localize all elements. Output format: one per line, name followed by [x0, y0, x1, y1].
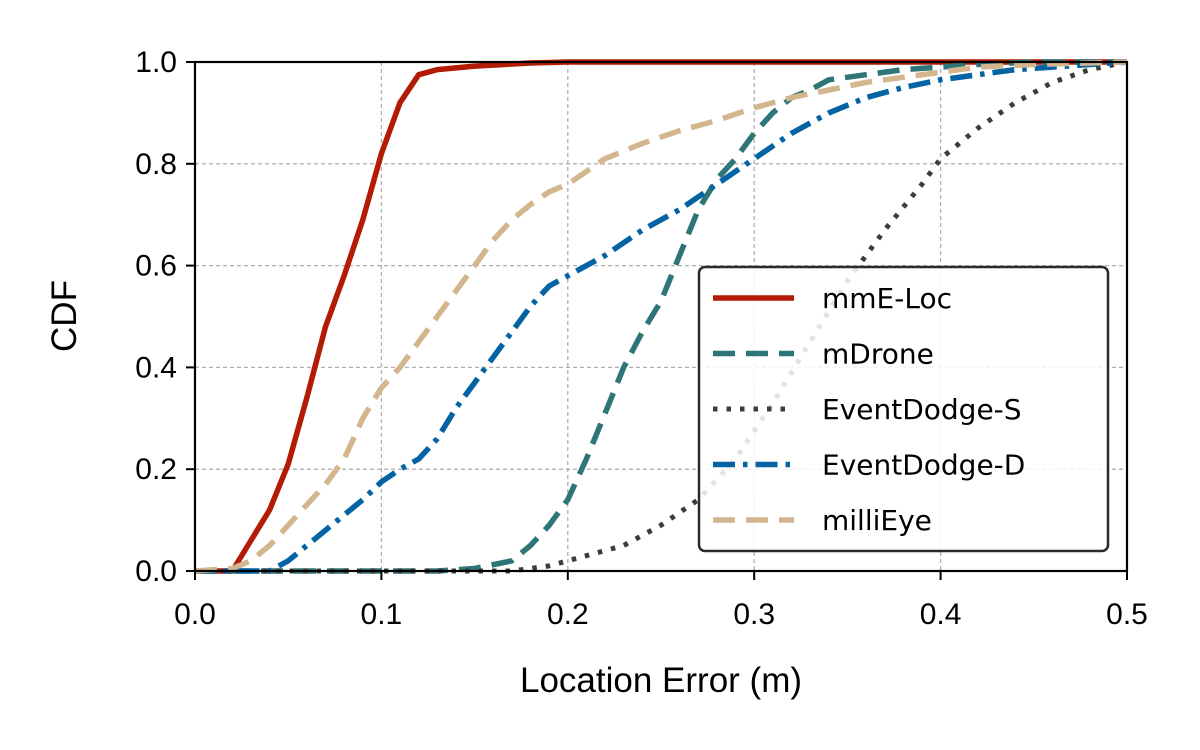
y-tick-label: 0.0	[135, 555, 177, 588]
x-tick-label: 0.2	[547, 598, 589, 631]
x-tick-label: 0.5	[1106, 598, 1148, 631]
legend-label-mme-loc: mmE-Loc	[822, 282, 952, 315]
x-tick-label: 0.0	[174, 598, 216, 631]
series-line-eventdodge-d	[195, 59, 1128, 574]
series-line-millieye	[194, 59, 1128, 574]
series-line-mdrone	[195, 59, 1127, 574]
series-line-eventdodge-s	[195, 59, 1128, 574]
y-tick-label: 0.6	[135, 250, 177, 283]
legend: mmE-Loc mDrone EventDodge-S EventDodge-D mil…	[697, 265, 1110, 553]
ticks: 0.0 0.1 0.2 0.3 0.4 0.5 0.0 0.2 0.4 0.6 0.8 1.0	[135, 46, 1148, 631]
series-lines	[194, 59, 1128, 574]
legend-label-mdrone: mDrone	[822, 338, 934, 371]
legend-label-eventdodge-s: EventDodge-S	[822, 393, 1022, 426]
legend-label-millieye: milliEye	[822, 504, 932, 537]
y-axis-title: CDF	[45, 280, 84, 352]
y-tick-label: 0.2	[135, 453, 177, 486]
x-axis-title: Location Error (m)	[520, 661, 802, 700]
x-tick-label: 0.1	[361, 598, 403, 631]
plot-frame	[193, 60, 1129, 573]
legend-label-eventdodge-d: EventDodge-D	[822, 449, 1025, 482]
y-tick-label: 0.4	[135, 351, 177, 384]
x-tick-label: 0.3	[733, 598, 775, 631]
y-tick-label: 0.8	[135, 148, 177, 181]
legend-box	[697, 265, 1110, 553]
y-tick-label: 1.0	[135, 46, 177, 79]
x-tick-label: 0.4	[920, 598, 962, 631]
series-line-mme-loc	[195, 59, 1127, 574]
